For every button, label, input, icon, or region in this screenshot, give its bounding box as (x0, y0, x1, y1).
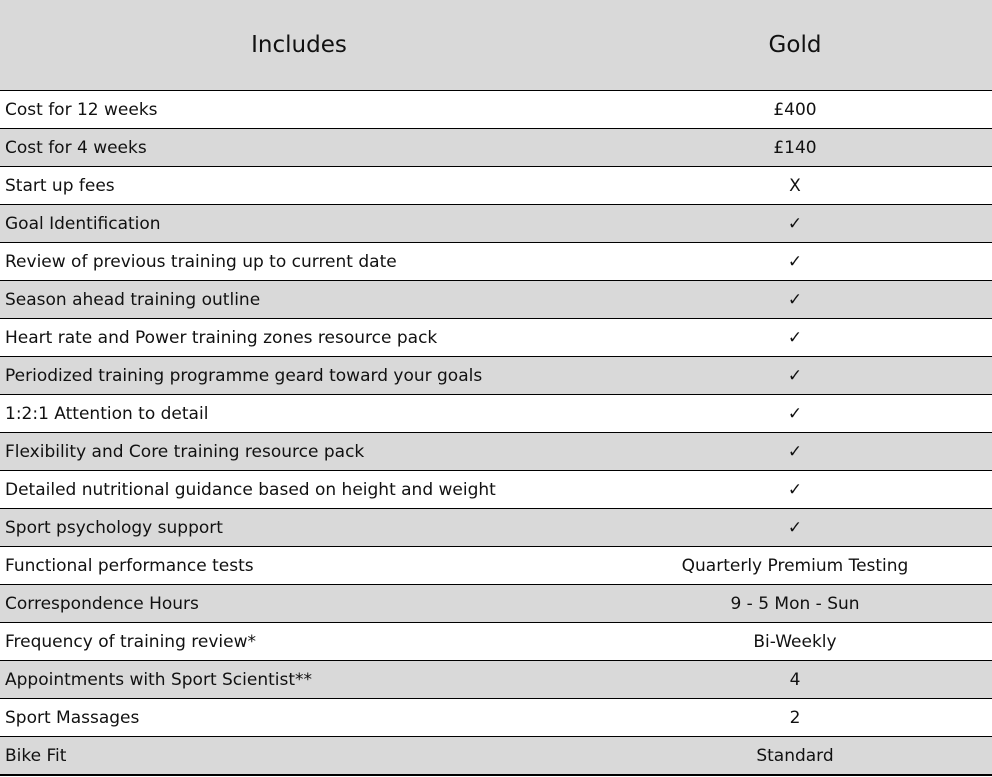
table-row: Bike Fit Standard (0, 737, 992, 776)
row-label: 1:2:1 Attention to detail (5, 403, 209, 424)
table-row: Correspondence Hours 9 - 5 Mon - Sun (0, 585, 992, 623)
table-row: Functional performance tests Quarterly P… (0, 547, 992, 585)
table-row: Flexibility and Core training resource p… (0, 433, 992, 471)
checkmark-icon: ✓ (787, 251, 803, 272)
row-value: 2 (789, 707, 801, 728)
header-gold: Gold (768, 32, 822, 58)
row-value: 9 - 5 Mon - Sun (730, 593, 860, 614)
row-label: Start up fees (5, 175, 115, 196)
checkmark-icon: ✓ (787, 327, 803, 348)
row-value: Bi-Weekly (753, 631, 837, 652)
table-row: Review of previous training up to curren… (0, 243, 992, 281)
checkmark-icon: ✓ (787, 289, 803, 310)
row-label: Frequency of training review* (5, 631, 256, 652)
row-value: 4 (789, 669, 801, 690)
row-label: Goal Identification (5, 213, 161, 234)
row-label: Cost for 12 weeks (5, 99, 158, 120)
row-label: Sport Massages (5, 707, 140, 728)
table-row: Frequency of training review* Bi-Weekly (0, 623, 992, 661)
table-row: Cost for 12 weeks £400 (0, 91, 992, 129)
header-includes: Includes (251, 32, 347, 58)
table-row: Detailed nutritional guidance based on h… (0, 471, 992, 509)
checkmark-icon: ✓ (787, 403, 803, 424)
table-row: Appointments with Sport Scientist** 4 (0, 661, 992, 699)
table-row: Season ahead training outline ✓ (0, 281, 992, 319)
row-label: Review of previous training up to curren… (5, 251, 397, 272)
table-row: Heart rate and Power training zones reso… (0, 319, 992, 357)
checkmark-icon: ✓ (787, 517, 803, 538)
row-value: £140 (773, 137, 817, 158)
row-label: Bike Fit (5, 745, 67, 766)
row-value: X (789, 175, 801, 196)
table-row: Sport Massages 2 (0, 699, 992, 737)
checkmark-icon: ✓ (787, 479, 803, 500)
row-label: Correspondence Hours (5, 593, 199, 614)
table-header: Includes Gold (0, 0, 992, 91)
row-value: Quarterly Premium Testing (681, 555, 909, 576)
table-row: Periodized training programme geard towa… (0, 357, 992, 395)
row-label: Detailed nutritional guidance based on h… (5, 479, 496, 500)
row-value: Standard (756, 745, 834, 766)
checkmark-icon: ✓ (787, 441, 803, 462)
table-row: Goal Identification ✓ (0, 205, 992, 243)
row-label: Flexibility and Core training resource p… (5, 441, 365, 462)
table-row: 1:2:1 Attention to detail ✓ (0, 395, 992, 433)
checkmark-icon: ✓ (787, 365, 803, 386)
row-label: Heart rate and Power training zones reso… (5, 327, 438, 348)
table-row: Sport psychology support ✓ (0, 509, 992, 547)
checkmark-icon: ✓ (787, 213, 803, 234)
row-label: Functional performance tests (5, 555, 254, 576)
row-label: Sport psychology support (5, 517, 223, 538)
row-label: Appointments with Sport Scientist** (5, 669, 313, 690)
row-label: Periodized training programme geard towa… (5, 365, 483, 386)
table-row: Cost for 4 weeks £140 (0, 129, 992, 167)
table-row: Start up fees X (0, 167, 992, 205)
row-label: Cost for 4 weeks (5, 137, 147, 158)
row-label: Season ahead training outline (5, 289, 261, 310)
row-value: £400 (773, 99, 817, 120)
